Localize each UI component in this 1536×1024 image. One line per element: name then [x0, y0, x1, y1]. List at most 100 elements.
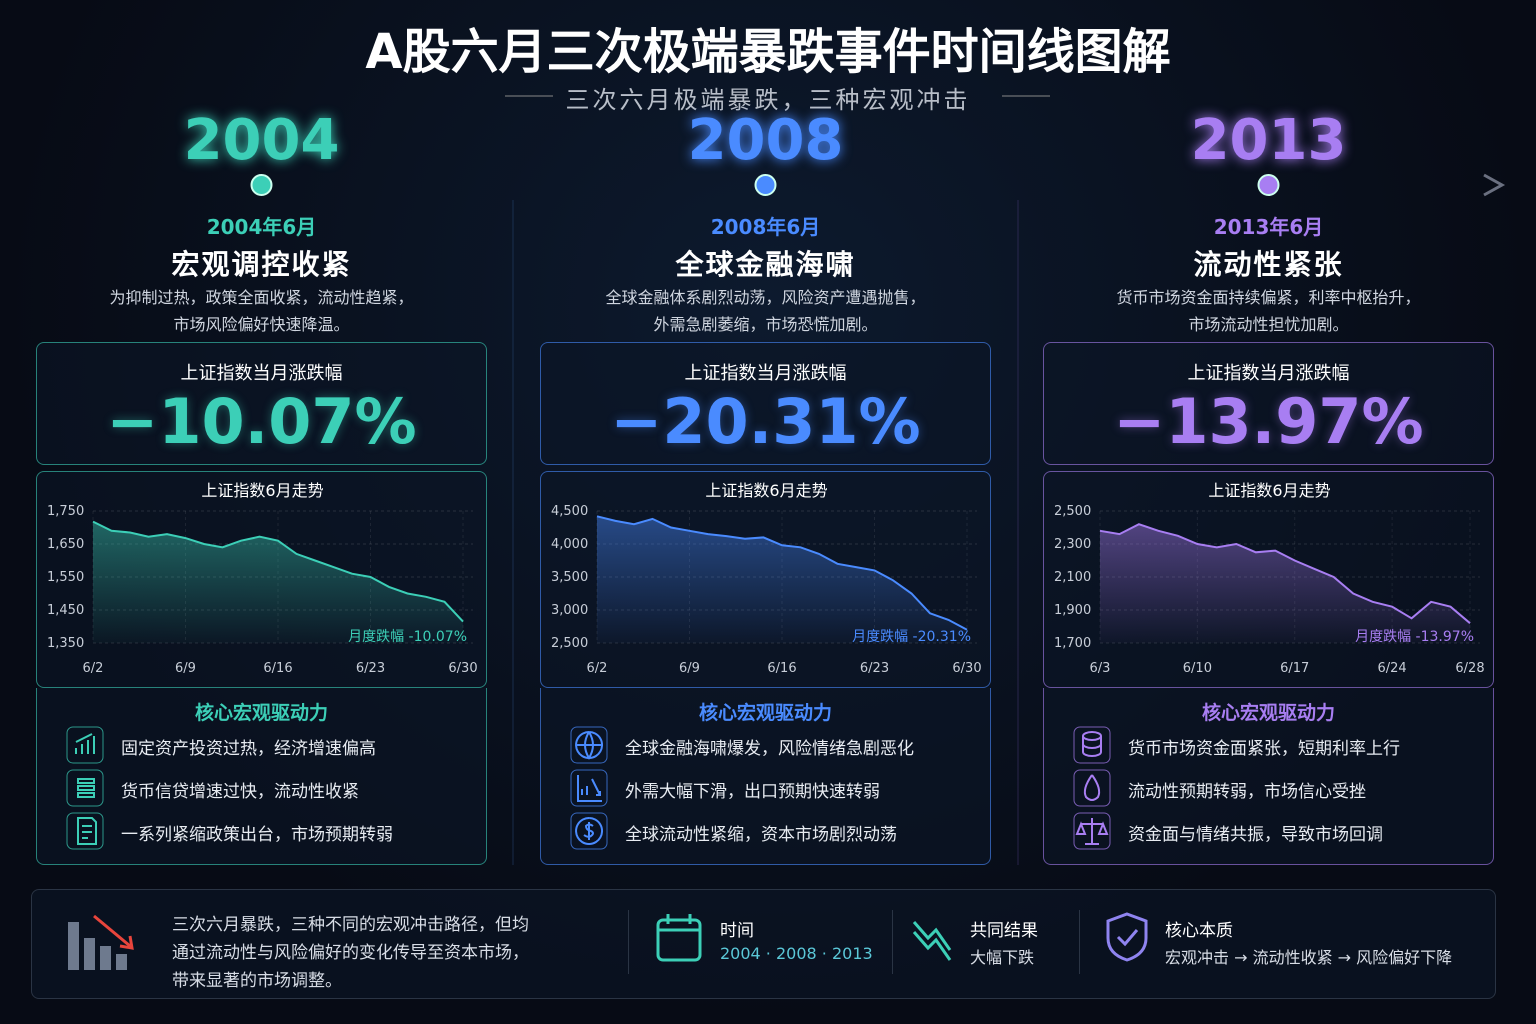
footer: 三次六月暴跌，三种不同的宏观冲击路径，但均 通过流动性与风险偏好的变化传导至资本市… — [31, 889, 1496, 999]
footer-label: 时间 — [720, 921, 754, 941]
x-tick-label: 6/30 — [952, 661, 981, 676]
divider — [628, 910, 629, 974]
year: 2004 — [183, 108, 340, 173]
driver-text: 流动性预期转弱，市场信心受挫 — [1128, 782, 1366, 802]
icon-frame — [1073, 812, 1111, 850]
y-tick-label: 1,650 — [47, 537, 84, 552]
stat-box: 上证指数当月涨跌幅 −20.31% — [540, 342, 991, 465]
description: 市场风险偏好快速降温。 — [173, 315, 350, 334]
x-tick-label: 6/16 — [767, 661, 796, 676]
timeline-dot — [1257, 174, 1280, 196]
driver-text: 全球金融海啸爆发，风险情绪急剧恶化 — [625, 739, 914, 759]
event-title: 流动性紧张 — [1193, 248, 1344, 281]
y-tick-label: 3,000 — [551, 603, 588, 618]
drivers-box: 核心宏观驱动力 固定资产投资过热，经济增速偏高 货币信贷增速过快，流动性收紧 一系列紧… — [36, 688, 487, 865]
x-tick-label: 6/2 — [587, 661, 608, 676]
panel: 2008 2008年6月 全球金融海啸 全球金融体系剧烈动荡，风险资产遭遇抛售， 外需急… — [540, 0, 991, 870]
description: 外需急剧萎缩，市场恐慌加剧。 — [653, 315, 878, 334]
title: A股六月三次极端暴跌事件时间线图解 — [365, 24, 1171, 80]
driver-icon — [570, 812, 608, 850]
y-tick-label: 1,900 — [1054, 603, 1091, 618]
driver-icon — [66, 726, 104, 764]
drivers-box: 核心宏观驱动力 货币市场资金面紧张，短期利率上行 流动性预期转弱，市场信心受挫 资金面… — [1043, 688, 1494, 865]
icon-glyph — [1083, 774, 1101, 801]
line-chart: 上证指数6月走势 1,350 1,450 1,550 1,650 1,750 6/2 6/9 6… — [47, 481, 478, 676]
description: 市场流动性担忧加剧。 — [1188, 315, 1349, 334]
icon-glyph — [1075, 818, 1109, 845]
annotation: 月度跌幅 -20.31% — [852, 629, 971, 645]
footer-icon — [68, 914, 134, 970]
y-tick-label: 4,000 — [551, 537, 588, 552]
y-tick-label: 2,100 — [1054, 570, 1091, 585]
icon-glyph — [577, 775, 602, 802]
icon-frame — [570, 812, 608, 850]
line-chart: 上证指数6月走势 2,500 3,000 3,500 4,000 4,500 6/2 6/9 6… — [551, 481, 982, 676]
year: 2008 — [687, 108, 844, 173]
month: 2008年6月 — [710, 215, 821, 239]
chart-title: 上证指数6月走势 — [705, 481, 827, 500]
annotation: 月度跌幅 -13.97% — [1355, 629, 1474, 645]
timeline-arrow — [1483, 173, 1506, 197]
footer-value: 宏观冲击 → 流动性收紧 → 风险偏好下降 — [1165, 948, 1453, 967]
panel: 2004 2004年6月 宏观调控收紧 为抑制过热，政策全面收紧，流动性趋紧， 市场风险… — [36, 0, 487, 870]
area — [1100, 524, 1470, 643]
footer-label: 核心本质 — [1165, 921, 1233, 941]
footer-value: 大幅下跌 — [970, 948, 1035, 967]
x-tick-label: 6/9 — [679, 661, 700, 676]
x-tick-label: 6/24 — [1378, 661, 1407, 676]
chart-box: 上证指数6月走势 2,500 3,000 3,500 4,000 4,500 6/2 6/9 6… — [540, 471, 991, 688]
y-tick-label: 2,300 — [1054, 537, 1091, 552]
summary: 带来显著的市场调整。 — [172, 971, 342, 991]
icon-frame — [570, 726, 608, 764]
driver-text: 全球流动性紧缩，资本市场剧烈动荡 — [625, 825, 897, 845]
stat-value: −20.31% — [610, 385, 921, 458]
chart-box: 上证指数6月走势 1,350 1,450 1,550 1,650 1,750 6/2 6/9 6… — [36, 471, 487, 688]
stat-value: −10.07% — [106, 385, 417, 458]
driver-icon — [1073, 769, 1111, 807]
driver-text: 货币信贷增速过快，流动性收紧 — [121, 782, 359, 802]
icon-frame — [570, 769, 608, 807]
drivers-title: 核心宏观驱动力 — [1201, 702, 1335, 724]
chart-box: 上证指数6月走势 1,700 1,900 2,100 2,300 2,500 6/3 6/10… — [1043, 471, 1494, 688]
annotation: 月度跌幅 -10.07% — [348, 629, 467, 645]
subtitle: 三次六月极端暴跌，三种宏观冲击 — [565, 86, 971, 114]
description: 货币市场资金面持续偏紧，利率中枢抬升， — [1116, 288, 1421, 307]
chart-title: 上证指数6月走势 — [1208, 481, 1330, 500]
y-tick-label: 4,500 — [551, 504, 588, 519]
line-chart: 上证指数6月走势 1,700 1,900 2,100 2,300 2,500 6/3 6/10… — [1054, 481, 1485, 676]
stat-label: 上证指数当月涨跌幅 — [684, 363, 847, 384]
x-tick-label: 6/2 — [83, 661, 104, 676]
driver-icon — [1073, 812, 1111, 850]
icon-frame — [66, 769, 104, 807]
year: 2013 — [1190, 108, 1347, 173]
y-tick-label: 1,750 — [47, 504, 84, 519]
y-tick-label: 3,500 — [551, 570, 588, 585]
x-tick-label: 6/17 — [1280, 661, 1309, 676]
driver-icon — [570, 726, 608, 764]
icon-glyph — [575, 817, 604, 845]
driver-text: 资金面与情绪共振，导致市场回调 — [1128, 825, 1383, 845]
y-tick-label: 1,350 — [47, 636, 84, 651]
icon-frame — [66, 812, 104, 850]
driver-icon — [66, 812, 104, 850]
line — [1099, 523, 1471, 624]
y-tick-label: 2,500 — [551, 636, 588, 651]
stat-box: 上证指数当月涨跌幅 −13.97% — [1043, 342, 1494, 465]
event-title: 全球金融海啸 — [675, 248, 856, 281]
driver-icon — [66, 769, 104, 807]
timeline-dot — [754, 174, 777, 196]
area — [597, 516, 967, 643]
area — [93, 521, 463, 643]
icon-frame — [1073, 726, 1111, 764]
panel: 2013 2013年6月 流动性紧张 货币市场资金面持续偏紧，利率中枢抬升， 市场流动性… — [1043, 0, 1494, 870]
shield-icon — [1106, 912, 1148, 962]
icon-glyph — [575, 731, 604, 760]
footer-label: 共同结果 — [970, 921, 1038, 941]
calendar-icon — [656, 914, 702, 962]
trend-icon — [912, 921, 952, 961]
icon-glyph — [77, 817, 97, 845]
driver-text: 固定资产投资过热，经济增速偏高 — [121, 739, 376, 759]
description: 为抑制过热，政策全面收紧，流动性趋紧， — [109, 288, 414, 307]
